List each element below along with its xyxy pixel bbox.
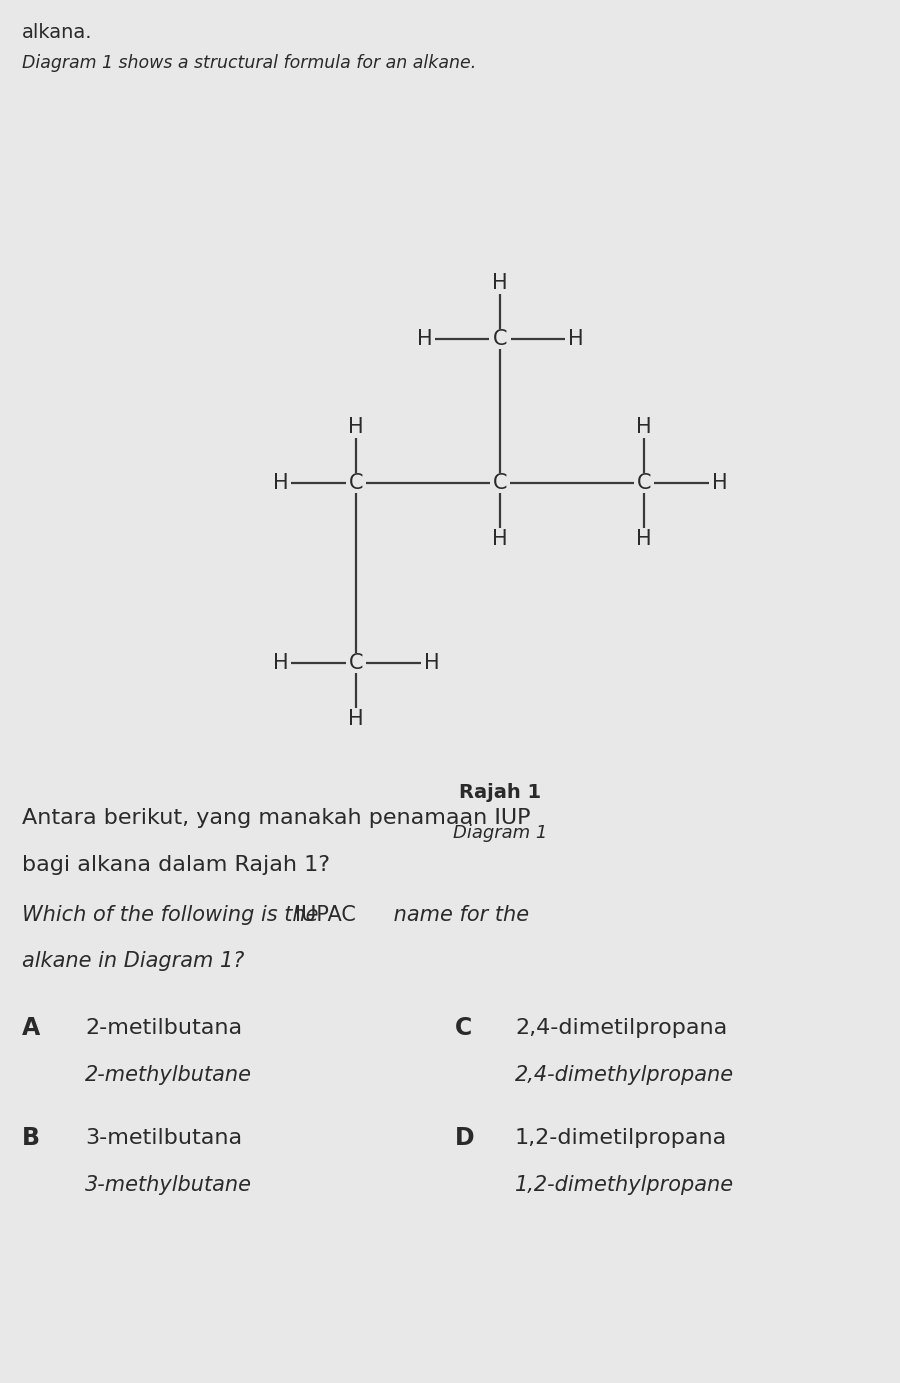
Text: H: H <box>348 416 364 437</box>
Text: H: H <box>568 329 583 349</box>
Text: Diagram 1: Diagram 1 <box>453 824 547 842</box>
Text: H: H <box>417 329 432 349</box>
Text: 3-methylbutane: 3-methylbutane <box>85 1176 252 1195</box>
Text: name for the: name for the <box>387 904 529 925</box>
Text: C: C <box>493 473 508 492</box>
Text: H: H <box>273 653 288 674</box>
Text: C: C <box>455 1017 472 1040</box>
Text: Diagram 1 shows a structural formula for an alkane.: Diagram 1 shows a structural formula for… <box>22 54 476 72</box>
Text: H: H <box>424 653 439 674</box>
Text: 2-metilbutana: 2-metilbutana <box>85 1018 242 1039</box>
Text: A: A <box>22 1017 40 1040</box>
Text: 3-metilbutana: 3-metilbutana <box>85 1129 242 1148</box>
Text: 2-methylbutane: 2-methylbutane <box>85 1065 252 1086</box>
Text: H: H <box>636 530 652 549</box>
Text: H: H <box>636 416 652 437</box>
Text: alkane in Diagram 1?: alkane in Diagram 1? <box>22 952 245 971</box>
Text: H: H <box>712 473 727 492</box>
Text: 1,2-dimethylpropane: 1,2-dimethylpropane <box>515 1176 734 1195</box>
Text: IUPAC: IUPAC <box>295 904 356 925</box>
Text: bagi alkana dalam Rajah 1?: bagi alkana dalam Rajah 1? <box>22 855 330 875</box>
Text: C: C <box>493 329 508 349</box>
Text: H: H <box>492 272 508 293</box>
Text: C: C <box>637 473 652 492</box>
Text: Rajah 1: Rajah 1 <box>459 784 541 802</box>
Text: 2,4-dimethylpropane: 2,4-dimethylpropane <box>515 1065 734 1086</box>
Text: D: D <box>455 1126 474 1151</box>
Text: H: H <box>492 530 508 549</box>
Text: Antara berikut, yang manakah penamaan IUP: Antara berikut, yang manakah penamaan IU… <box>22 808 530 828</box>
Text: B: B <box>22 1126 40 1151</box>
Text: alkana.: alkana. <box>22 24 93 43</box>
Text: Which of the following is the: Which of the following is the <box>22 904 325 925</box>
Text: H: H <box>348 709 364 729</box>
Text: 2,4-dimetilpropana: 2,4-dimetilpropana <box>515 1018 727 1039</box>
Text: C: C <box>349 653 364 674</box>
Text: H: H <box>273 473 288 492</box>
Text: C: C <box>349 473 364 492</box>
Text: 1,2-dimetilpropana: 1,2-dimetilpropana <box>515 1129 727 1148</box>
